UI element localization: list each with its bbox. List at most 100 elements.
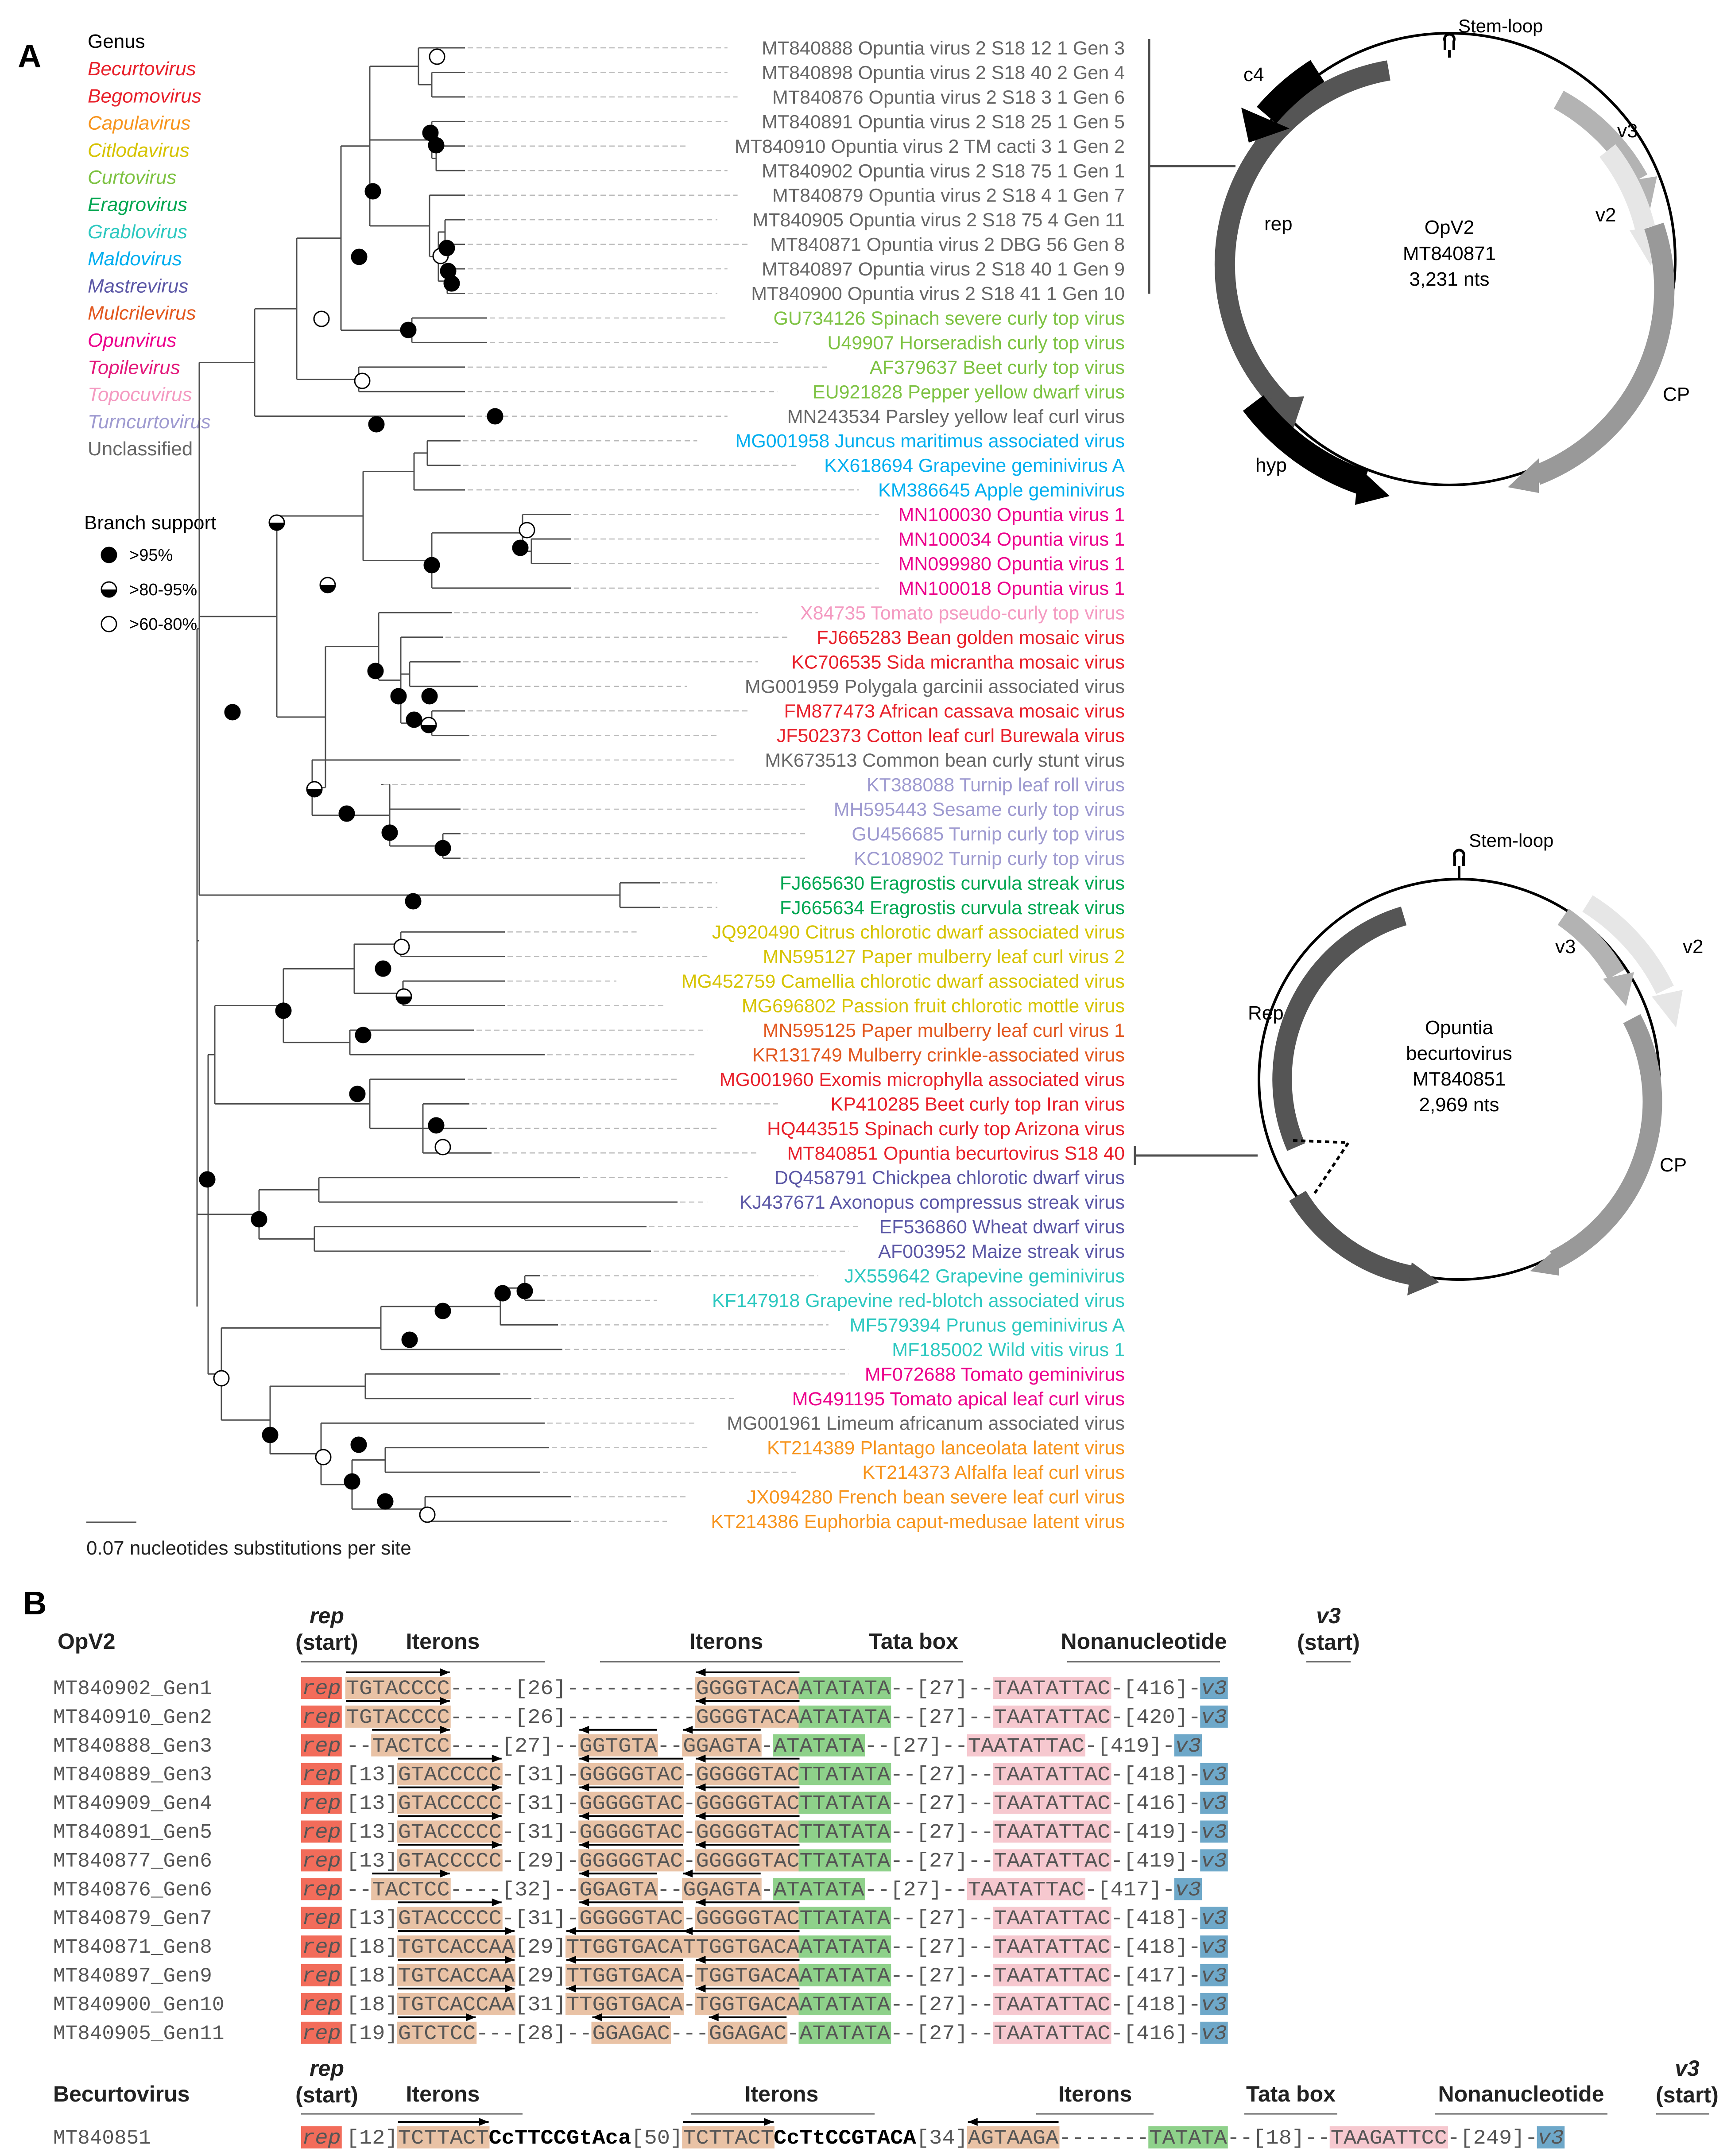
opv2-cp-label: CP — [1663, 384, 1690, 405]
becurto-rep-header: rep — [310, 2056, 344, 2081]
becurto-v2-arrowhead — [1652, 990, 1683, 1028]
v3-tag: v3 — [1201, 2022, 1227, 2045]
taxon-label: MH595443 Sesame curly top virus — [834, 799, 1125, 820]
iteron-arrowhead — [696, 1783, 706, 1791]
v3-tag: v3 — [1201, 1850, 1227, 1873]
opv2-v2-arrow — [1599, 144, 1655, 231]
tata-box: TATATA — [1149, 2127, 1227, 2150]
support-half-fill — [101, 589, 116, 597]
iteron-2-box — [578, 1820, 684, 1843]
support-marker — [421, 688, 438, 705]
iteron-3: AGTAAGA — [968, 2127, 1059, 2150]
spacer: [29] — [515, 1936, 566, 1959]
v3-tag: v3 — [1175, 1735, 1201, 1758]
spacer: -[420]- — [1111, 1706, 1201, 1729]
becurto-v3-arrowhead — [1603, 972, 1634, 1006]
iteron-3: TGGTGACA — [696, 1965, 800, 1988]
v3-tag: v3 — [1201, 1764, 1227, 1787]
rep-tag: rep — [302, 1993, 341, 2016]
tata-box: TTATATA — [800, 1764, 891, 1787]
iteron-3: TTGGTGACA — [683, 1936, 800, 1959]
iteron-2: GGGGGTAC — [579, 1821, 683, 1844]
rep-tag: rep — [302, 1965, 341, 1988]
iteron-3-box — [708, 2021, 788, 2044]
support-marker — [375, 960, 391, 977]
spacer: -[31]- — [502, 1764, 580, 1787]
spacer: -----[26]---------- — [450, 1706, 696, 1729]
iteron-1-box — [397, 1964, 515, 1986]
iteron-3: GGAGTA — [683, 1878, 761, 1901]
support-marker — [377, 1493, 394, 1510]
becurto-cp-label: CP — [1660, 1154, 1687, 1176]
taxon-label: FJ665630 Eragrostis curvula streak virus — [780, 872, 1125, 894]
taxon-label: MF579394 Prunus geminivirus A — [850, 1315, 1125, 1336]
nonanucleotide: TAATATTAC — [994, 1907, 1110, 1930]
v3-tag: v3 — [1175, 1878, 1201, 1901]
opv2-stem-loop-label: Stem-loop — [1458, 16, 1543, 36]
panel-b-label: B — [23, 1585, 46, 1621]
rep-tag: rep — [302, 1706, 341, 1729]
iteron-3-box — [967, 2126, 1060, 2148]
support-marker — [516, 1283, 533, 1299]
nonanucleotide: TAATATTAC — [968, 1735, 1084, 1758]
spacer: [50] — [631, 2127, 683, 2150]
nonanucleotide-box — [993, 1763, 1111, 1785]
v3-tag-box — [1200, 1907, 1228, 1929]
iteron-2-box — [565, 1935, 684, 1958]
alignment-row: MT840879_Gen7 rep [13] GTACCCCC -[31]- GGGGGT… — [53, 1898, 1228, 1930]
iteron-1: TGTCACCAA — [398, 1965, 515, 1988]
opv2-hyp-label: hyp — [1255, 454, 1287, 476]
tata-box-box — [1148, 2126, 1228, 2148]
gap: - — [683, 1907, 696, 1930]
genus-legend-item: Opunvirus — [88, 330, 177, 351]
genus-legend-title: Genus — [88, 31, 145, 52]
opv2-cp-arrow — [1533, 222, 1675, 485]
taxon-label: MF185002 Wild vitis virus 1 — [892, 1339, 1125, 1361]
iteron-arrowhead — [968, 2118, 978, 2126]
iteron-1-box — [397, 2126, 490, 2148]
opv2-alignment-headers: OpV2 rep (start) Iterons Iterons Tata bo… — [58, 1603, 1360, 1655]
support-marker — [313, 310, 330, 327]
opv2-rep-header: rep — [310, 1603, 344, 1628]
spacer: -[31]- — [502, 1907, 580, 1930]
becurto-iterons-3-header: Iterons — [1058, 2082, 1132, 2106]
iteron-3: GGGGGTAC — [696, 1850, 800, 1873]
iteron-partial: CcTtCCGTACA — [774, 2127, 916, 2150]
iteron-2: GGTGTA — [579, 1735, 657, 1758]
support-marker — [351, 248, 368, 265]
spacer: -[416]- — [1111, 1792, 1201, 1815]
alignment-row: MT840876_Gen6 rep -- TACTCC ----[32]-- GGAGTA… — [53, 1869, 1202, 1901]
support-marker — [213, 1370, 230, 1387]
spacer: --[27]-- — [890, 1993, 994, 2016]
spacer: -[416]- — [1111, 1677, 1201, 1700]
iteron-arrowhead — [505, 1956, 515, 1964]
gap: - — [683, 1993, 696, 2016]
taxon-label: MG001959 Polygala garcinii associated vi… — [745, 676, 1125, 698]
alignment-row: MT840910_Gen2 rep TGTACCCC -----[26]-------… — [53, 1697, 1228, 1729]
rep-tag: rep — [302, 1764, 341, 1787]
genus-legend-item: Topocuvirus — [88, 384, 192, 406]
taxon-label: MT840888 Opuntia virus 2 S18 12 1 Gen 3 — [762, 38, 1125, 59]
nonanucleotide-box — [993, 1935, 1111, 1958]
v3-tag: v3 — [1201, 1677, 1227, 1700]
sequence-name: MT840897_Gen9 — [53, 1965, 212, 1988]
nonanucleotide: TAATATTAC — [994, 1850, 1110, 1873]
taxon-label: KX618694 Grapevine geminivirus A — [824, 455, 1125, 477]
sequence-name: MT840889_Gen3 — [53, 1764, 212, 1787]
rep-tag: rep — [302, 2127, 341, 2150]
iteron-arrowhead — [505, 1984, 515, 1993]
rep-tag-box — [301, 1705, 342, 1728]
sequence-name: MT840888_Gen3 — [53, 1735, 212, 1758]
genus-legend-item: Capulavirus — [88, 112, 190, 134]
becurto-alignment-headers: Becurtovirus rep (start) Iterons Iterons… — [53, 2056, 1719, 2107]
taxon-label: MN595125 Paper mulberry leaf curl virus … — [763, 1020, 1125, 1041]
gap: - — [761, 1735, 774, 1758]
taxon-label: MT840891 Opuntia virus 2 S18 25 1 Gen 5 — [762, 111, 1125, 132]
taxon-label: U49907 Horseradish curly top virus — [827, 332, 1125, 353]
becurto-accession: MT840851 — [1413, 1068, 1506, 1090]
taxon-label: MT840871 Opuntia virus 2 DBG 56 Gen 8 — [770, 234, 1125, 256]
taxon-label: FJ665283 Bean golden mosaic virus — [817, 627, 1125, 648]
support-marker-half — [307, 789, 322, 797]
support-empty-label: >60-80% — [129, 615, 197, 634]
taxon-label: FM877473 African cassava mosaic virus — [784, 701, 1125, 722]
